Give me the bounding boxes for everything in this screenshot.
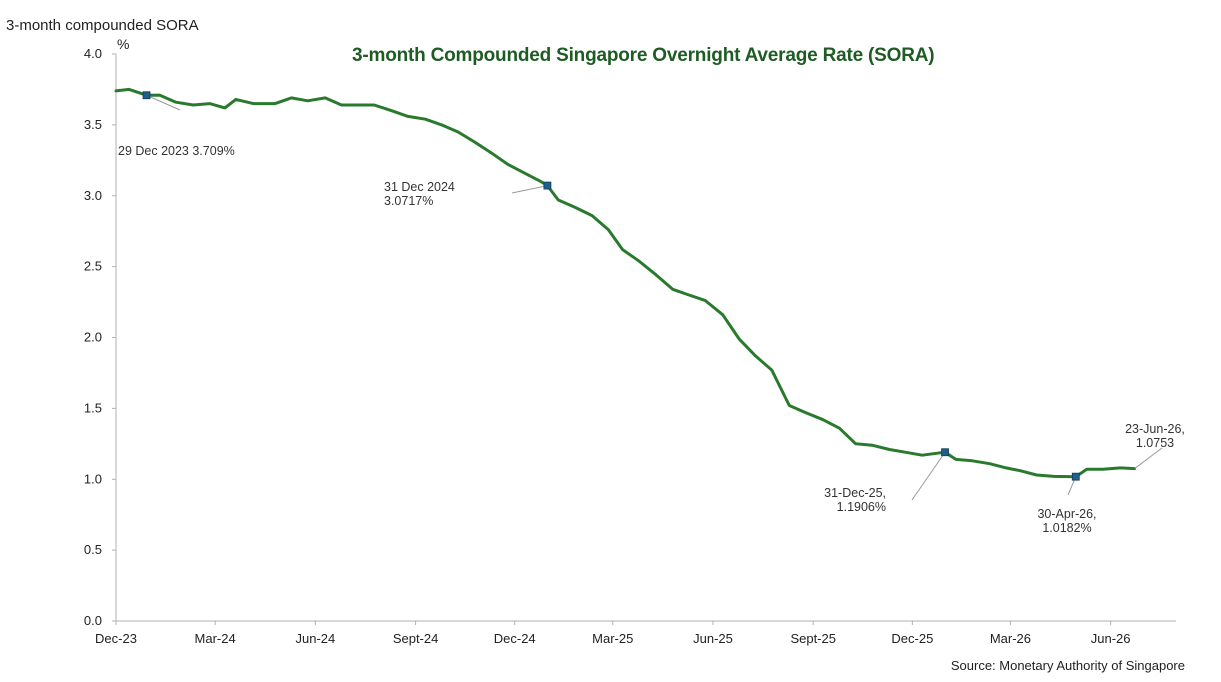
data-point-marker xyxy=(1071,472,1080,481)
x-tick-label: Sept-24 xyxy=(393,631,439,646)
y-tick-label: 0.0 xyxy=(84,613,102,628)
y-unit-label: % xyxy=(117,36,130,52)
annotation-label: 23-Jun-26, xyxy=(1125,422,1185,436)
annotation-leader-line xyxy=(511,185,548,194)
x-tick-label: Dec-24 xyxy=(494,631,536,646)
annotation-label: 30-Apr-26, xyxy=(1037,507,1096,521)
chart-title: 3-month Compounded Singapore Overnight A… xyxy=(352,45,935,66)
x-tick-label: Jun-25 xyxy=(693,631,733,646)
x-tick-label: Jun-26 xyxy=(1091,631,1131,646)
x-tick-label: Dec-23 xyxy=(95,631,137,646)
y-tick-label: 2.5 xyxy=(84,259,102,274)
annotation-leader-line xyxy=(911,451,946,501)
y-tick-label: 1.5 xyxy=(84,400,102,415)
y-tick-label: 1.0 xyxy=(84,471,102,486)
y-tick-label: 3.0 xyxy=(84,188,102,203)
y-tick-label: 3.5 xyxy=(84,117,102,132)
corner-title: 3-month compounded SORA xyxy=(6,17,199,34)
annotation-label: 3.0717% xyxy=(384,194,433,208)
x-tick-label: Mar-25 xyxy=(592,631,633,646)
data-point-marker xyxy=(142,91,151,100)
sora-series-line xyxy=(114,87,1137,479)
annotation-leader-line xyxy=(1134,447,1163,469)
x-tick-label: Jun-24 xyxy=(295,631,335,646)
data-point-marker xyxy=(941,448,949,457)
annotation-label: 1.0753 xyxy=(1136,436,1174,450)
annotation-label: 1.0182% xyxy=(1042,521,1091,535)
annotation-label: 31-Dec-25, xyxy=(824,486,886,500)
x-tick-label: Mar-24 xyxy=(195,631,236,646)
x-tick-label: Mar-26 xyxy=(990,631,1031,646)
x-tick-label: Sept-25 xyxy=(790,631,836,646)
annotation-label: 29 Dec 2023 3.709% xyxy=(118,144,235,158)
y-tick-label: 4.0 xyxy=(84,46,102,61)
data-point-marker xyxy=(543,181,552,190)
annotation-leader-line xyxy=(146,94,181,111)
x-tick-label: Dec-25 xyxy=(891,631,933,646)
source-note: Source: Monetary Authority of Singapore xyxy=(950,658,1185,673)
annotation-label: 31 Dec 2024 xyxy=(384,180,455,194)
y-tick-label: 2.0 xyxy=(84,330,102,345)
y-tick-label: 0.5 xyxy=(84,542,102,557)
annotation-label: 1.1906% xyxy=(837,500,886,514)
